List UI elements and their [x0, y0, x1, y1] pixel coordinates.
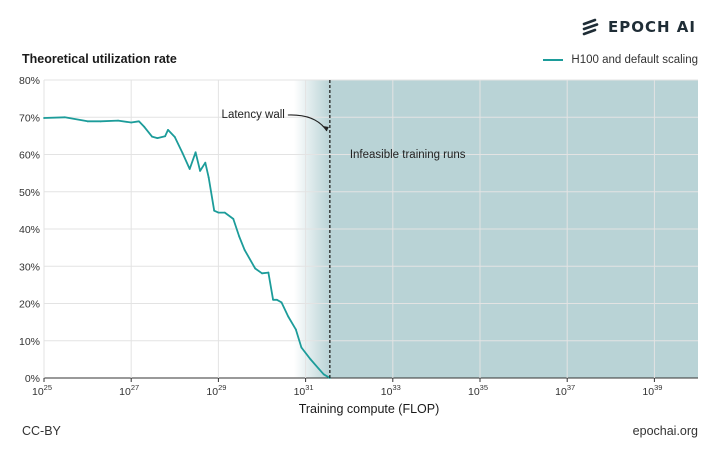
- y-tick-label: 10%: [19, 336, 40, 348]
- legend-label: H100 and default scaling: [571, 54, 698, 66]
- data-point: [204, 161, 207, 164]
- epoch-logo-icon: [582, 18, 599, 36]
- data-point: [130, 121, 133, 124]
- data-point: [63, 116, 66, 119]
- brand-name: EPOCH AI: [608, 18, 696, 36]
- data-point: [99, 120, 102, 123]
- data-point: [261, 272, 263, 275]
- x-axis-title: Training compute (FLOP): [299, 402, 440, 416]
- x-tick-label: 1039: [642, 383, 662, 398]
- data-point: [287, 315, 290, 318]
- y-tick-label: 30%: [19, 261, 40, 273]
- chart-legend: H100 and default scaling: [543, 54, 698, 66]
- x-tick-label: 1025: [32, 383, 52, 398]
- data-point: [188, 168, 191, 170]
- data-point: [156, 137, 159, 140]
- y-tick-label: 50%: [19, 187, 40, 199]
- data-point: [217, 211, 220, 214]
- x-tick-label: 1029: [206, 383, 226, 398]
- data-point: [86, 120, 89, 123]
- legend-swatch: [543, 59, 564, 61]
- x-tick-label: 1037: [555, 383, 575, 398]
- y-tick-label: 20%: [19, 299, 40, 311]
- data-point: [272, 298, 275, 301]
- data-point: [276, 298, 278, 301]
- data-point: [117, 119, 119, 122]
- data-point: [317, 367, 320, 370]
- x-tick-label: 1031: [294, 383, 314, 398]
- data-point: [280, 301, 283, 304]
- chart-title: Theoretical utilization rate: [22, 52, 177, 66]
- x-tick-label: 1027: [119, 383, 139, 398]
- data-point: [238, 235, 241, 238]
- data-point: [143, 126, 146, 128]
- data-point: [309, 358, 312, 361]
- data-point: [43, 117, 45, 119]
- infeasible-label: Infeasible training runs: [350, 149, 466, 161]
- y-tick-label: 0%: [25, 373, 40, 385]
- data-point: [207, 176, 210, 179]
- y-tick-label: 60%: [19, 150, 40, 162]
- data-point: [267, 271, 270, 274]
- license-label: CC-BY: [22, 424, 61, 438]
- y-tick-label: 70%: [19, 112, 40, 124]
- data-point: [173, 136, 176, 138]
- y-tick-label: 40%: [19, 224, 40, 236]
- data-point: [243, 248, 246, 251]
- brand-logo: EPOCH AI: [582, 18, 696, 36]
- site-link[interactable]: epochai.org: [632, 424, 698, 438]
- data-point: [322, 373, 325, 376]
- data-point: [199, 169, 201, 172]
- data-point: [232, 218, 235, 220]
- data-point: [223, 211, 226, 214]
- data-point: [167, 129, 169, 131]
- arrow-head: [322, 126, 329, 131]
- data-point: [181, 152, 184, 154]
- x-tick-label: 1035: [468, 383, 488, 398]
- data-point: [164, 135, 167, 138]
- x-tick-label: 1033: [381, 383, 401, 398]
- latency-wall-label: Latency wall: [222, 109, 285, 121]
- data-point: [137, 120, 140, 123]
- data-point: [194, 151, 197, 154]
- data-point: [300, 346, 303, 349]
- series-line: [43, 116, 331, 379]
- y-tick-label: 80%: [19, 75, 40, 87]
- data-point: [254, 267, 257, 270]
- data-point: [213, 209, 216, 212]
- data-point: [151, 135, 153, 138]
- data-point: [295, 328, 297, 331]
